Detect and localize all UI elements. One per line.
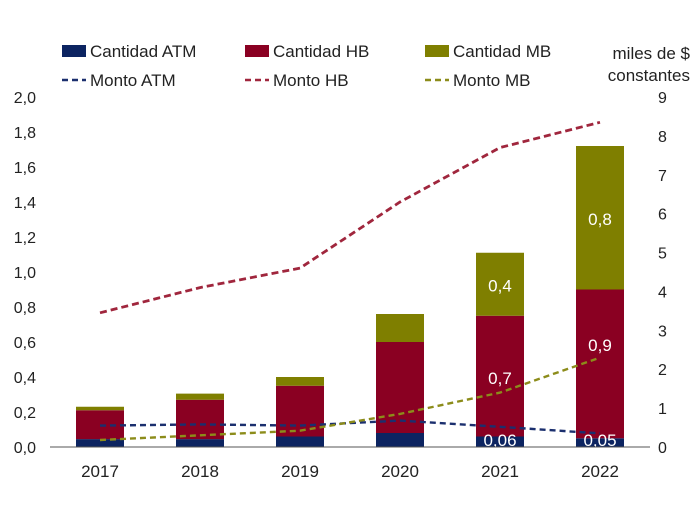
legend-swatch	[245, 45, 269, 57]
legend-swatch	[62, 45, 86, 57]
x-tick-label: 2022	[581, 462, 619, 481]
right-tick-label: 7	[658, 168, 667, 185]
bar-segment	[276, 436, 324, 447]
legend: Cantidad ATM Cantidad HB Cantidad MB Monto …	[62, 42, 551, 90]
right-tick-label: 4	[658, 284, 667, 301]
right-axis-label: miles de $	[613, 44, 691, 63]
bar-segment	[276, 377, 324, 386]
legend-label: Cantidad ATM	[90, 42, 196, 61]
right-tick-label: 0	[658, 440, 667, 457]
legend-label: Cantidad MB	[453, 42, 551, 61]
left-tick-label: 1,6	[14, 160, 36, 177]
left-tick-label: 0,8	[14, 300, 36, 317]
left-tick-label: 0,2	[14, 405, 36, 422]
left-tick-label: 1,4	[14, 195, 36, 212]
bar-data-label: 0,4	[488, 276, 512, 295]
left-tick-label: 2,0	[14, 90, 36, 107]
right-tick-label: 3	[658, 323, 667, 340]
bar-labels: 0,06 0,7 0,4 0,05 0,9 0,8	[483, 210, 616, 450]
bar-data-label: 0,05	[583, 431, 616, 450]
legend-label: Cantidad HB	[273, 42, 369, 61]
legend-label: Monto HB	[273, 71, 349, 90]
bar-data-label: 0,8	[588, 210, 612, 229]
bar-segment	[476, 436, 524, 447]
left-tick-label: 1,8	[14, 125, 36, 142]
x-tick-label: 2018	[181, 462, 219, 481]
right-axis-label-units: constantes	[608, 66, 690, 85]
bar-segment	[376, 433, 424, 447]
left-tick-label: 1,0	[14, 265, 36, 282]
right-tick-label: 2	[658, 362, 667, 379]
x-tick-label: 2017	[81, 462, 119, 481]
left-axis: 0,0 0,2 0,4 0,6 0,8 1,0 1,2 1,4 1,6 1,8 2,0	[14, 90, 36, 457]
bar-segment	[76, 439, 124, 447]
series-line	[99, 356, 601, 442]
bar-segment	[376, 342, 424, 433]
left-tick-label: 1,2	[14, 230, 36, 247]
legend-label: Monto ATM	[90, 71, 176, 90]
x-tick-label: 2020	[381, 462, 419, 481]
bar-segment	[176, 439, 224, 447]
bar-segment	[576, 438, 624, 447]
bar-data-label: 0,06	[483, 431, 516, 450]
right-tick-label: 6	[658, 207, 667, 224]
bar-data-label: 0,7	[488, 369, 512, 388]
bar-segment	[376, 314, 424, 342]
lines	[99, 120, 601, 442]
right-tick-label: 9	[658, 90, 667, 107]
right-tick-label: 5	[658, 246, 667, 263]
bar-segment	[176, 393, 224, 400]
x-tick-label: 2021	[481, 462, 519, 481]
bar-data-label: 0,9	[588, 336, 612, 355]
bar-segment	[576, 146, 624, 290]
right-tick-label: 8	[658, 129, 667, 146]
bar-segment	[476, 252, 524, 316]
legend-label: Monto MB	[453, 71, 530, 90]
left-tick-label: 0,0	[14, 440, 36, 457]
x-tick-label: 2019	[281, 462, 319, 481]
series-line	[99, 120, 601, 315]
bars	[76, 146, 624, 447]
bar-segment	[176, 399, 224, 440]
legend-swatch	[425, 45, 449, 57]
left-tick-label: 0,6	[14, 335, 36, 352]
left-tick-label: 0,4	[14, 370, 36, 387]
right-axis: 0 1 2 3 4 5 6 7 8 9	[658, 90, 667, 457]
bar-segment	[476, 315, 524, 437]
x-axis: 2017 2018 2019 2020 2021 2022	[81, 462, 619, 481]
right-tick-label: 1	[658, 401, 667, 418]
bar-segment	[76, 406, 124, 411]
bar-segment	[276, 385, 324, 437]
